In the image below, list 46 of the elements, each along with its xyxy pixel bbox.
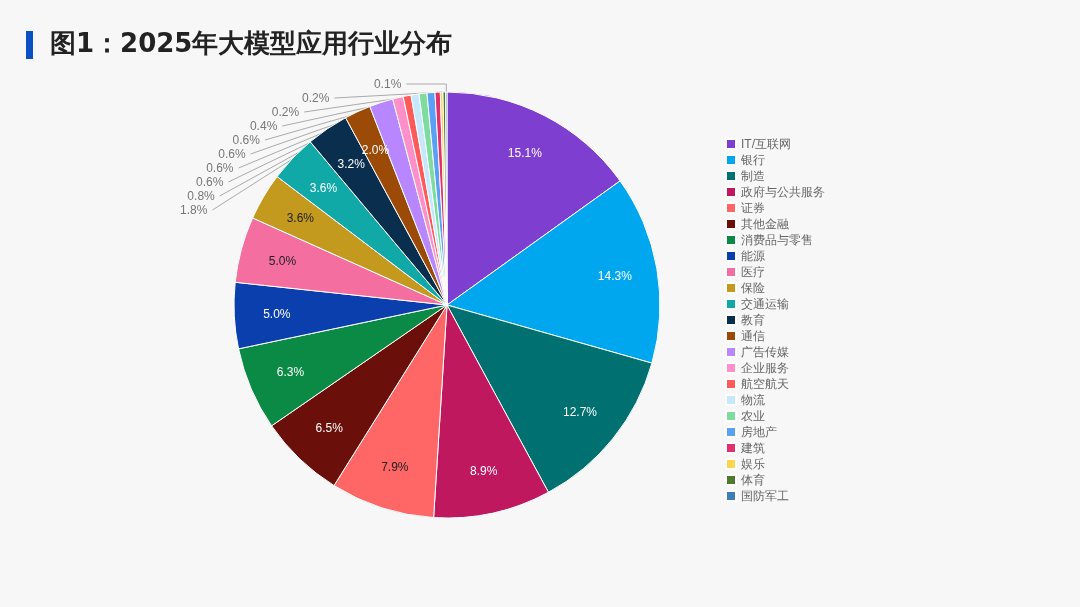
legend-label: 通信 [741,329,765,343]
legend-label: 保险 [741,281,765,295]
data-label: 0.4% [249,119,278,133]
legend-label: 消费品与零售 [741,233,813,247]
data-label: 6.5% [315,421,344,436]
data-label: 1.8% [180,203,208,217]
data-label: 12.7% [562,404,598,419]
data-label: 6.3% [276,365,305,380]
data-label: 3.6% [309,180,338,195]
legend-label: 制造 [741,169,765,183]
data-label: 5.0% [263,306,291,321]
legend-label: 航空航天 [741,377,789,391]
legend-label: 教育 [741,313,765,327]
data-label: 15.1% [507,146,543,161]
data-label: 14.3% [597,268,633,283]
data-label: 0.6% [196,175,224,189]
legend-label: 房地产 [741,425,777,439]
legend-label: 银行 [740,153,765,167]
data-label: 0.6% [218,147,246,161]
legend-label: 交通运输 [741,297,789,311]
legend-label: 物流 [741,393,765,407]
legend-label: 企业服务 [741,361,789,375]
data-label: 0.2% [302,91,330,105]
legend-label: 其他金融 [741,217,789,231]
data-label: 5.0% [268,253,297,268]
data-label: 0.1% [373,77,402,91]
legend-label: 体育 [741,473,765,487]
data-label: 3.6% [286,211,315,226]
legend-label: 国防军工 [741,489,789,503]
legend-label: 医疗 [741,265,765,279]
chart-title: 图1：2025年大模型应用行业分布 [50,27,453,60]
data-label: 0.6% [206,161,234,175]
data-label: 7.9% [381,460,409,475]
legend-label: 娱乐 [741,457,765,471]
legend-label: 广告传媒 [741,345,789,359]
legend-label: 证券 [741,201,765,215]
legend-label: 能源 [741,249,765,263]
data-label: 8.9% [469,464,498,479]
legend-label: IT/互联网 [741,137,791,151]
data-label: 0.8% [187,189,216,203]
legend-label: 农业 [741,409,765,423]
legend-label: 建筑 [740,441,765,455]
data-label: 3.2% [337,157,366,172]
data-label: 0.2% [271,105,300,119]
legend-label: 政府与公共服务 [741,185,825,199]
data-label: 0.6% [232,133,261,147]
